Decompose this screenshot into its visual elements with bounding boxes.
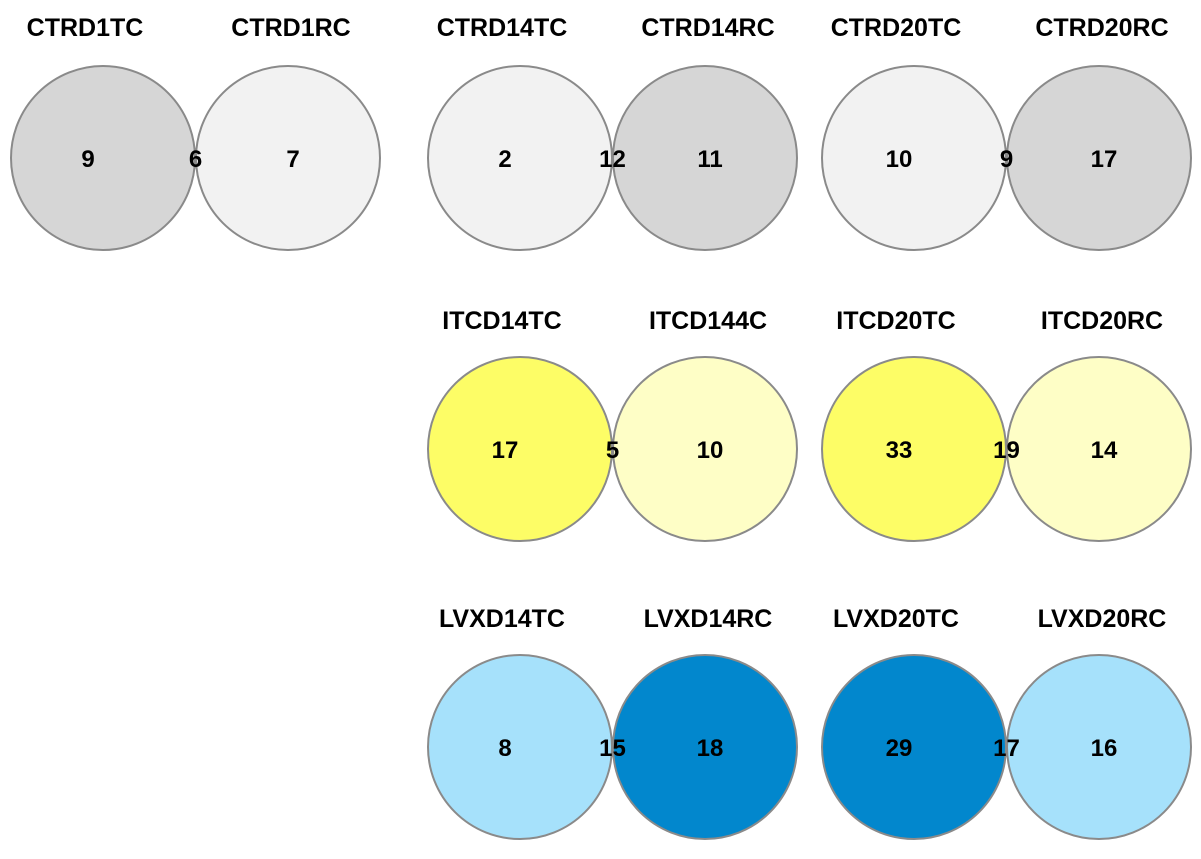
venn-diagram-6: LVXD14TC LVXD14RC 8 15 18 xyxy=(427,605,798,840)
right-only-count: 14 xyxy=(1091,437,1118,464)
overlap-count: 12 xyxy=(599,146,626,173)
left-only-count: 10 xyxy=(886,146,913,173)
right-only-count: 17 xyxy=(1091,146,1118,173)
left-only-count: 9 xyxy=(81,146,94,173)
venn-diagram-5: ITCD20TC ITCD20RC 33 19 14 xyxy=(821,307,1192,542)
left-set-label: CTRD1TC xyxy=(27,14,144,42)
right-only-count: 10 xyxy=(697,437,724,464)
overlap-count: 15 xyxy=(599,735,626,762)
right-set-circle xyxy=(196,66,380,250)
left-only-count: 8 xyxy=(498,735,511,762)
venn-diagram-7: LVXD20TC LVXD20RC 29 17 16 xyxy=(821,605,1192,840)
left-set-label: LVXD20TC xyxy=(833,605,959,633)
left-set-circle xyxy=(428,66,612,250)
right-only-count: 11 xyxy=(697,146,722,173)
venn-diagram-4: ITCD14TC ITCD144C 17 5 10 xyxy=(427,307,798,542)
left-set-label: LVXD14TC xyxy=(439,605,565,633)
right-set-circle xyxy=(613,66,797,250)
right-set-label: CTRD1RC xyxy=(231,14,350,42)
right-only-count: 16 xyxy=(1091,735,1118,762)
left-set-circle xyxy=(822,655,1006,839)
right-set-outline xyxy=(612,654,798,840)
left-set-circle xyxy=(822,357,1006,541)
right-set-circle xyxy=(613,655,797,839)
left-set-label: CTRD20TC xyxy=(831,14,962,42)
right-set-outline xyxy=(1006,654,1192,840)
right-set-circle xyxy=(1007,66,1191,250)
venn-diagram-3: CTRD20TC CTRD20RC 10 9 17 xyxy=(821,14,1192,251)
right-set-label: ITCD144C xyxy=(649,307,767,335)
right-set-outline xyxy=(612,356,798,542)
right-set-circle xyxy=(613,357,797,541)
left-set-circle xyxy=(428,357,612,541)
right-set-label: LVXD14RC xyxy=(644,605,773,633)
left-set-circle xyxy=(822,66,1006,250)
left-only-count: 2 xyxy=(498,146,511,173)
overlap-count: 9 xyxy=(1000,146,1013,173)
left-only-count: 29 xyxy=(886,735,913,762)
right-set-label: ITCD20RC xyxy=(1041,307,1163,335)
venn-diagram-1: CTRD1TC CTRD1RC 9 6 7 xyxy=(10,14,381,251)
left-set-circle xyxy=(11,66,195,250)
right-only-count: 7 xyxy=(286,146,299,173)
overlap-count: 5 xyxy=(606,437,619,464)
overlap-count: 19 xyxy=(993,437,1020,464)
right-set-circle xyxy=(1007,655,1191,839)
right-set-label: CTRD14RC xyxy=(641,14,774,42)
right-only-count: 18 xyxy=(697,735,724,762)
left-only-count: 17 xyxy=(492,437,519,464)
left-set-circle xyxy=(428,655,612,839)
left-set-label: ITCD14TC xyxy=(442,307,561,335)
right-set-outline xyxy=(195,65,381,251)
right-set-outline xyxy=(1006,356,1192,542)
venn-diagram-2: CTRD14TC CTRD14RC 2 12 11 xyxy=(427,14,798,251)
right-set-circle xyxy=(1007,357,1191,541)
right-set-label: LVXD20RC xyxy=(1038,605,1167,633)
right-set-outline xyxy=(612,65,798,251)
left-only-count: 33 xyxy=(886,437,913,464)
overlap-count: 17 xyxy=(993,735,1020,762)
right-set-label: CTRD20RC xyxy=(1035,14,1168,42)
left-set-label: ITCD20TC xyxy=(836,307,955,335)
left-set-label: CTRD14TC xyxy=(437,14,568,42)
overlap-count: 6 xyxy=(189,146,202,173)
right-set-outline xyxy=(1006,65,1192,251)
